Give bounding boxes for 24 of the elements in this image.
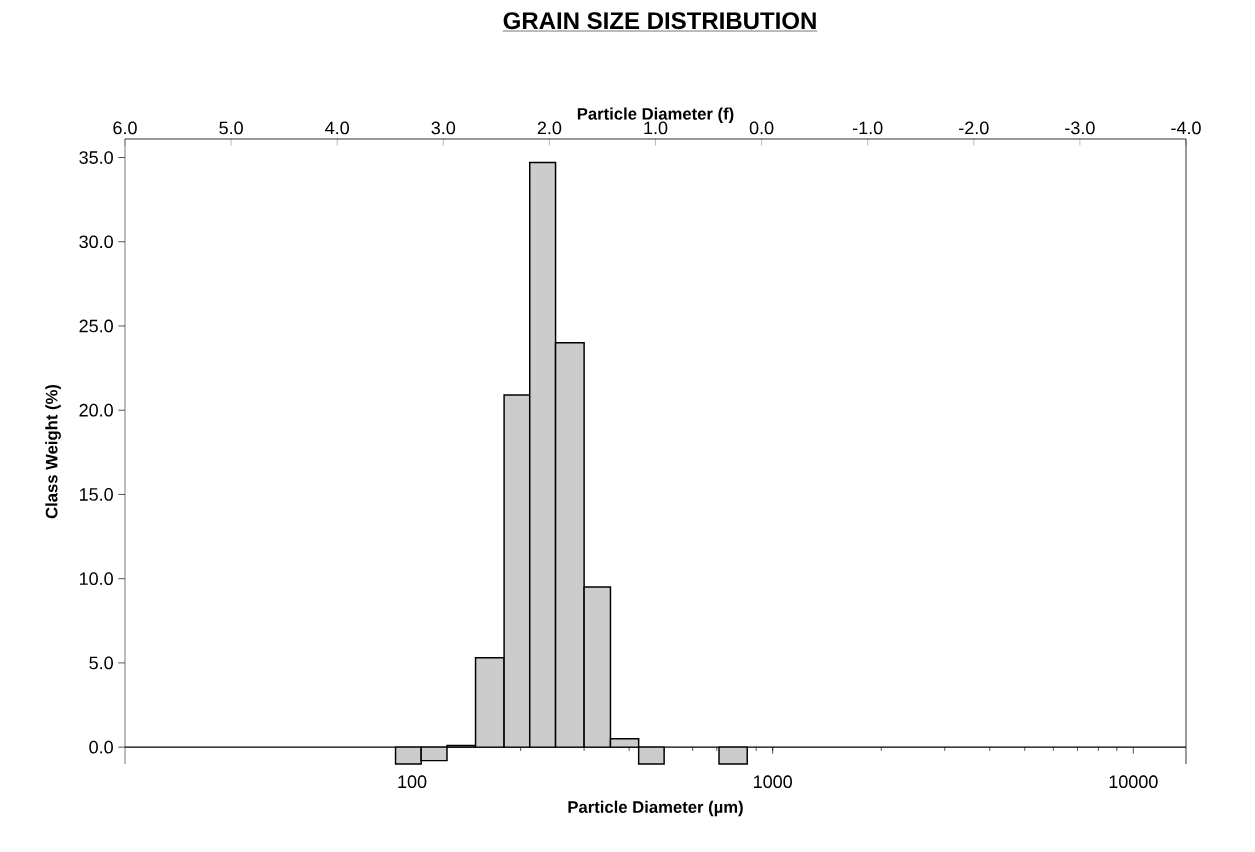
x-tick-label: 1000: [754, 775, 792, 789]
y-tick-label: 25.0: [79, 319, 113, 333]
y-tick-label: 35.0: [79, 151, 113, 164]
x-axis-title: Particle Diameter (µm): [568, 800, 743, 817]
chart-title: GRAIN SIZE DISTRIBUTION: [503, 12, 816, 30]
x2-tick-label: 2.0: [537, 121, 562, 135]
y-tick-label: 15.0: [80, 488, 113, 501]
y-tick-label: 30.0: [79, 235, 113, 249]
y-axis-title: Class Weight (%): [45, 384, 61, 519]
x2-tick-label: -2.0: [959, 121, 989, 135]
x2-tick-label: 5.0: [219, 121, 243, 135]
x2-tick-label: -1.0: [852, 121, 883, 135]
x2-tick-label: -4.0: [1171, 121, 1201, 135]
x2-tick-label: 4.0: [325, 121, 349, 135]
x-tick-label: 10000: [1109, 775, 1158, 789]
x2-tick-label: 0.0: [749, 121, 774, 135]
x2-tick-label: 6.0: [113, 121, 137, 135]
y-tick-label: 5.0: [89, 656, 113, 670]
x2-tick-label: -3.0: [1065, 121, 1095, 135]
y-tick-label: 10.0: [80, 572, 113, 586]
y-tick-label: 20.0: [79, 403, 113, 417]
x-tick-label: 100: [398, 775, 427, 789]
y-tick-label: 0.0: [89, 740, 113, 754]
x2-tick-label: 3.0: [431, 121, 456, 135]
